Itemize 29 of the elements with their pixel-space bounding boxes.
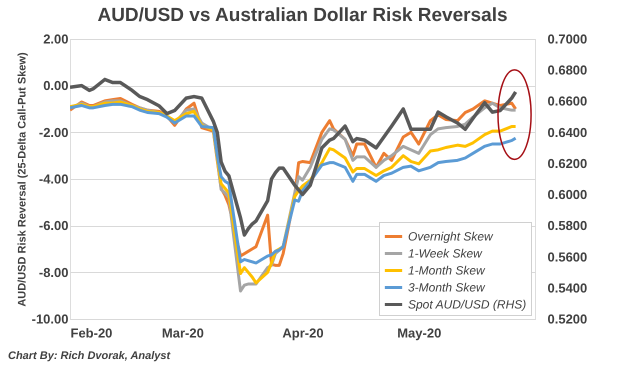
y-tick-label: -8.00 — [38, 264, 68, 280]
x-tick-label: Apr-20 — [282, 326, 324, 340]
chart-title: AUD/USD vs Australian Dollar Risk Reversals — [97, 5, 508, 26]
text: Chart By: Rich Dvorak, Analyst — [8, 350, 172, 362]
y-axis-title: AUD/USD Risk Reversal (25-Delta Call-Put Skew) — [16, 52, 29, 307]
y2-tick-label: 0.6000 — [548, 187, 588, 202]
x-tick-label: Mar-20 — [162, 326, 204, 340]
x-tick-label: May-20 — [397, 326, 442, 340]
y2-tick-label: 0.6400 — [548, 124, 588, 140]
x-tick-label: Feb-20 — [70, 326, 112, 340]
legend-label: Spot AUD/USD (RHS) — [408, 298, 526, 312]
legend-label: 1-Month Skew — [408, 264, 486, 278]
y2-tick-label: 0.5200 — [548, 312, 588, 326]
y2-tick-label: 0.6600 — [548, 94, 588, 109]
y-tick-label: 2.00 — [43, 32, 68, 46]
legend-label: 3-Month Skew — [408, 280, 486, 294]
y-tick-label: -2.00 — [38, 124, 68, 140]
y2-tick-label: 0.7000 — [548, 32, 588, 46]
y-tick-label: -10.00 — [32, 312, 68, 326]
legend-label: 1-Week Skew — [408, 246, 484, 260]
y2-tick-label: 0.6800 — [548, 62, 588, 78]
y-tick-label: -4.00 — [38, 172, 68, 186]
y2-tick-label: 0.5600 — [548, 249, 588, 264]
legend-label: Overnight Skew — [408, 230, 494, 244]
y-tick-label: -6.00 — [38, 218, 68, 234]
y2-tick-label: 0.5800 — [548, 218, 588, 234]
y-tick-label: 0.00 — [43, 78, 68, 94]
y2-tick-label: 0.6200 — [548, 156, 588, 171]
y2-tick-label: 0.5400 — [548, 280, 588, 296]
